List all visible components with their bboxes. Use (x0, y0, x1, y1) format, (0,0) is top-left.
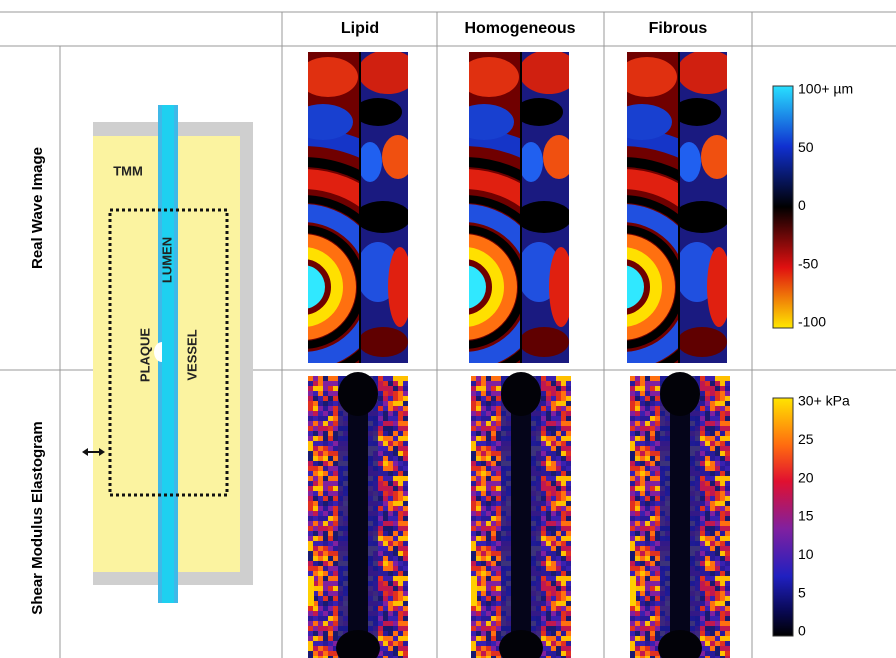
diagram-label: TMM (113, 163, 143, 178)
colorbar-label: -50 (798, 255, 818, 271)
figure: Lipid Homogeneous Fibrous Real Wave Imag… (0, 0, 896, 658)
colorbar-label: 50 (798, 139, 814, 155)
diagram-label: LUMEN (159, 237, 174, 283)
elastogram-image (471, 372, 571, 658)
colorbar-label: 5 (798, 584, 806, 600)
diagram-label: VESSEL (184, 329, 199, 380)
colorbar-label: 100+ µm (798, 81, 853, 97)
colorbar-label: 25 (798, 431, 814, 447)
column-header: Lipid (341, 20, 379, 37)
row-label: Real Wave Image (29, 147, 46, 269)
colorbar-label: 30+ kPa (798, 393, 850, 409)
column-header: Fibrous (649, 20, 708, 37)
column-header: Homogeneous (464, 20, 575, 37)
elastogram-image (630, 372, 730, 658)
graphic (162, 105, 174, 603)
colorbar-label: 15 (798, 508, 814, 524)
colorbar-label: 20 (798, 469, 814, 485)
phantom-diagram (82, 105, 253, 603)
colorbar-label: 0 (798, 623, 806, 639)
colorbar-label: 10 (798, 546, 814, 562)
colorbar-label: 0 (798, 197, 806, 213)
colorbar (773, 86, 793, 328)
page: {"header": {"columns": ["Lipid", "Homoge… (0, 0, 896, 658)
diagram-label: PLAQUE (137, 328, 152, 383)
row-label: Shear Modulus Elastogram (29, 421, 46, 614)
colorbar (773, 398, 793, 636)
colorbar-label: -100 (798, 314, 826, 330)
elastogram-image (308, 372, 408, 658)
